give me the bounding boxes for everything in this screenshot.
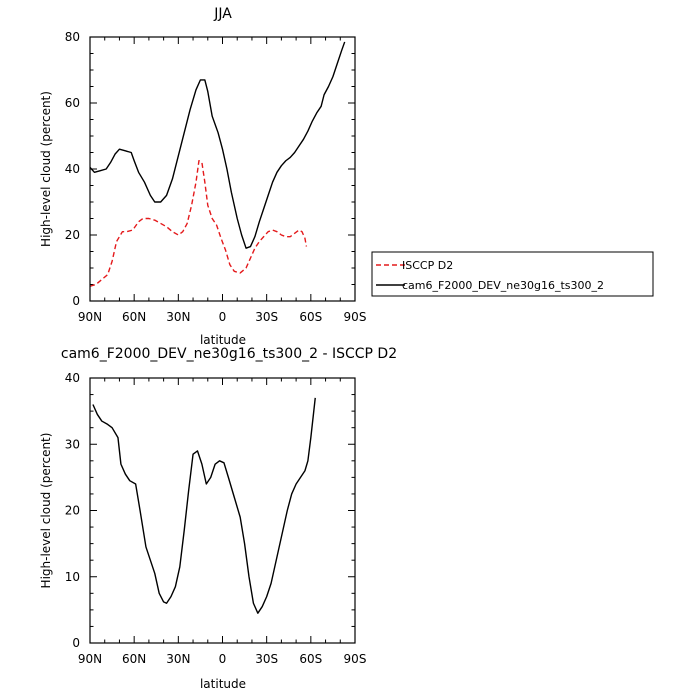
y-tick-label: 0	[72, 636, 80, 650]
y-tick-label: 10	[65, 570, 80, 584]
y-tick-label: 20	[65, 228, 80, 242]
y-tick-label: 30	[65, 437, 80, 451]
y-tick-label: 20	[65, 504, 80, 518]
tick-group: 90N 60N 30N 0 30S 60S 90S 0 10 20 30 40	[65, 371, 367, 666]
top-panel: JJA High-level cloud (percent) latitude …	[39, 6, 366, 347]
y-tick-label: 40	[65, 162, 80, 176]
series-group	[92, 397, 316, 614]
x-tick-label: 0	[219, 310, 227, 324]
y-tick-label: 40	[65, 371, 80, 385]
x-tick-label: 90S	[344, 310, 367, 324]
y-tick-label: 60	[65, 96, 80, 110]
plot-frame	[89, 36, 356, 302]
series-line-isccp	[89, 160, 308, 287]
legend: ISCCP D2 cam6_F2000_DEV_ne30g16_ts300_2	[371, 251, 654, 297]
x-tick-label: 90N	[78, 310, 102, 324]
x-tick-label: 0	[219, 652, 227, 666]
legend-label-cam6: cam6_F2000_DEV_ne30g16_ts300_2	[402, 279, 604, 292]
legend-label-isccp: ISCCP D2	[402, 259, 453, 272]
x-tick-label: 60S	[299, 310, 322, 324]
x-tick-label: 90N	[78, 652, 102, 666]
chart-title: cam6_F2000_DEV_ne30g16_ts300_2 - ISCCP D…	[61, 346, 397, 362]
plot-frame	[89, 377, 356, 644]
x-tick-label: 60N	[122, 652, 146, 666]
x-tick-label: 90S	[344, 652, 367, 666]
x-tick-label: 60N	[122, 310, 146, 324]
x-tick-label: 30S	[255, 310, 278, 324]
series-group	[89, 41, 346, 287]
x-tick-label: 30N	[166, 652, 190, 666]
x-axis-label: latitude	[200, 677, 246, 691]
series-line-cam6	[89, 41, 346, 249]
y-axis-label: High-level cloud (percent)	[39, 91, 53, 247]
x-axis-label: latitude	[200, 333, 246, 347]
x-tick-label: 30N	[166, 310, 190, 324]
y-axis-label: High-level cloud (percent)	[39, 433, 53, 589]
bottom-panel: cam6_F2000_DEV_ne30g16_ts300_2 - ISCCP D…	[39, 346, 397, 691]
chart-title: JJA	[213, 6, 232, 22]
y-tick-label: 80	[65, 30, 80, 44]
series-line-difference	[92, 397, 316, 614]
tick-group: 90N 60N 30N 0 30S 60S 90S 0 20 40 60 80	[65, 30, 367, 324]
legend-box	[371, 251, 654, 297]
y-tick-label: 0	[72, 294, 80, 308]
x-tick-label: 60S	[299, 652, 322, 666]
x-tick-label: 30S	[255, 652, 278, 666]
